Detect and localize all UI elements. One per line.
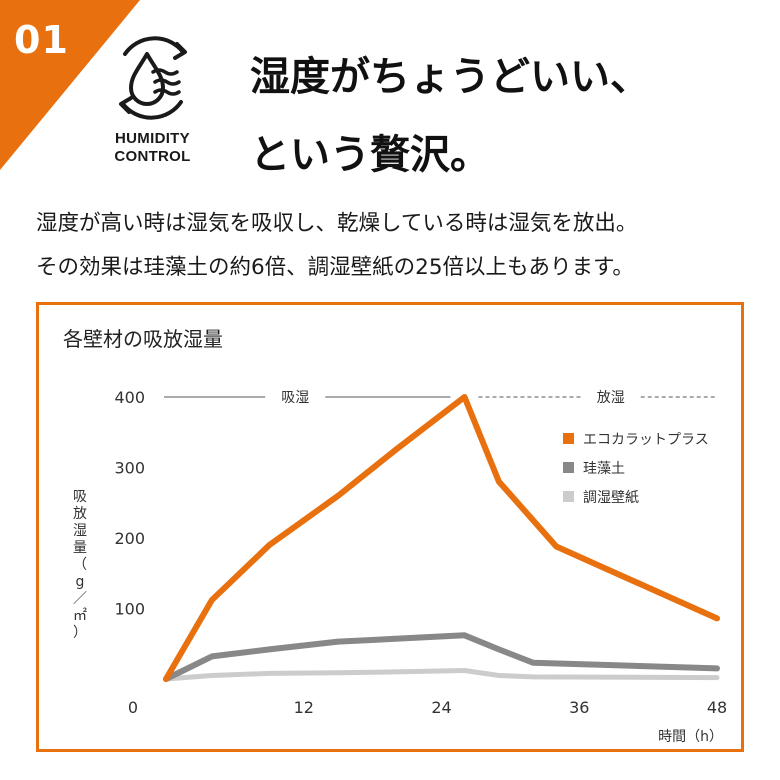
phase-label-release: 放湿 xyxy=(597,390,625,406)
y-axis-label-char: 湿 xyxy=(73,523,87,539)
logo-line-2: CONTROL xyxy=(114,148,191,165)
phase-label-absorb: 吸湿 xyxy=(281,390,309,406)
y-axis-label-char: 吸 xyxy=(73,489,87,505)
y-axis-label-char: 量 xyxy=(73,540,87,556)
headline-line-1: 湿度がちょうどいい、 xyxy=(250,54,650,100)
x-axis-label: 時間（h） xyxy=(658,729,723,745)
legend-label-2: 珪藻土 xyxy=(583,461,625,477)
lead-text: 湿度が高い時は湿気を吸収し、乾燥している時は湿気を放出。 その効果は珪藻土の約6… xyxy=(36,202,756,290)
logo-line-1: HUMIDITY xyxy=(115,130,190,147)
legend-swatch-2 xyxy=(563,462,574,473)
series-line-3 xyxy=(163,668,720,682)
y-tick-label: 300 xyxy=(114,459,145,478)
humidity-cycle-icon xyxy=(118,36,187,120)
legend-swatch-3 xyxy=(563,491,574,502)
headline-line-2: という贅沢。 xyxy=(250,132,490,178)
lead-line-2: その効果は珪藻土の約6倍、調湿壁紙の25倍以上もあります。 xyxy=(36,255,634,280)
y-axis-label-char: 放 xyxy=(73,506,87,522)
corner-badge xyxy=(0,0,140,170)
series-line-2 xyxy=(163,632,720,682)
legend-swatch-1 xyxy=(563,433,574,444)
lead-line-1: 湿度が高い時は湿気を吸収し、乾燥している時は湿気を放出。 xyxy=(36,211,638,236)
y-axis-label-char: ／ xyxy=(73,591,87,607)
y-axis-label-char: g xyxy=(76,574,85,590)
y-tick-label: 100 xyxy=(114,600,145,619)
x-tick-label: 12 xyxy=(294,698,314,717)
section-number: 01 xyxy=(14,18,69,62)
chart-panel: 各壁材の吸放湿量 吸湿 放湿 100 200 300 400 0 12 24 36 48 吸放湿量（g… xyxy=(36,302,744,752)
y-axis-label-char: （ xyxy=(73,557,87,573)
x-tick-label: 24 xyxy=(431,698,451,717)
x-tick-label: 48 xyxy=(707,698,727,717)
y-tick-label: 400 xyxy=(114,388,145,407)
x-tick-label: 0 xyxy=(128,698,138,717)
legend-label-3: 調湿壁紙 xyxy=(583,490,639,506)
y-axis-label-char: ） xyxy=(73,625,87,641)
humidity-control-logo: HUMIDITY CONTROL xyxy=(100,32,205,166)
series-line-1 xyxy=(163,394,720,682)
headline: 湿度がちょうどいい、 という贅沢。 xyxy=(250,38,650,194)
legend-label-1: エコカラットプラス xyxy=(583,432,709,448)
y-axis-label-char: ㎡ xyxy=(73,608,87,624)
chart-title: 各壁材の吸放湿量 xyxy=(63,327,223,351)
y-tick-label: 200 xyxy=(114,529,145,548)
x-tick-label: 36 xyxy=(569,698,589,717)
